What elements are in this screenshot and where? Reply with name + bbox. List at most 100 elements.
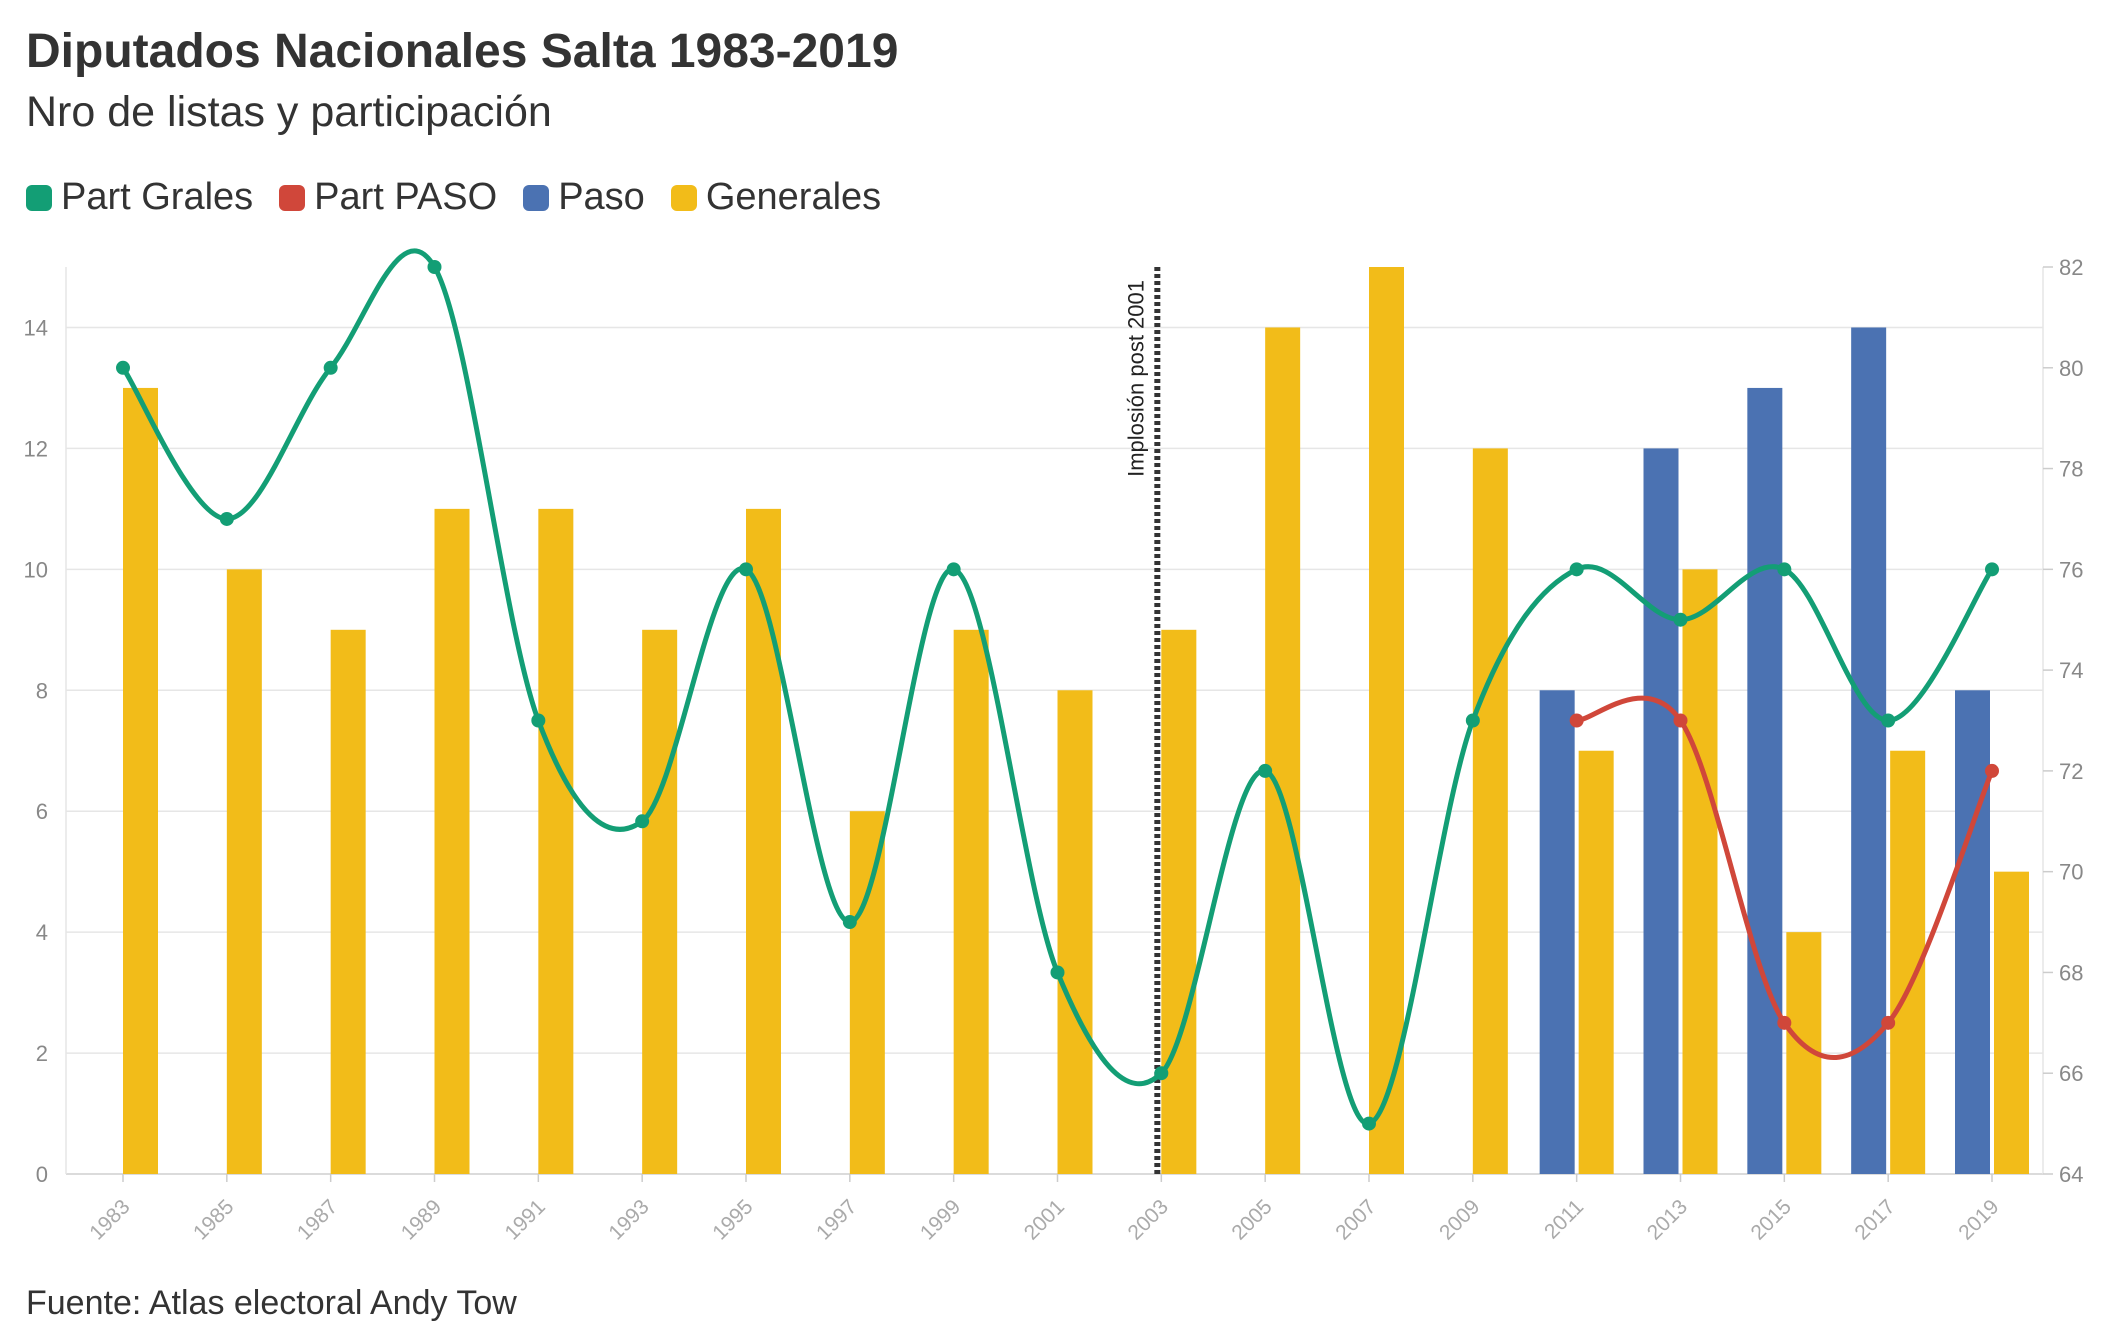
x-tick-label: 2019 <box>1954 1195 2003 1244</box>
legend: Part Grales Part PASO Paso Generales <box>26 176 907 219</box>
y-left-tick-label: 0 <box>36 1162 48 1187</box>
line-part-paso <box>1574 695 1995 1061</box>
y-left-tick-label: 14 <box>24 315 48 340</box>
x-tick-label: 1999 <box>916 1195 965 1244</box>
point-part-grales <box>1258 763 1273 778</box>
legend-swatch-part-paso <box>279 184 306 211</box>
point-part-paso <box>1673 713 1688 728</box>
bar-generales <box>1578 750 1614 1174</box>
y-left-tick-label: 4 <box>36 920 48 945</box>
x-tick-label: 2015 <box>1747 1195 1796 1244</box>
x-tick-label: 1993 <box>604 1195 653 1244</box>
point-part-grales <box>116 360 130 375</box>
point-part-paso <box>1569 713 1584 728</box>
bar-generales <box>226 569 262 1174</box>
point-part-grales <box>219 511 234 526</box>
y-left-tick-label: 10 <box>24 557 48 582</box>
line-part-grales <box>120 248 1995 1127</box>
point-part-grales <box>1050 965 1065 980</box>
legend-item-part-grales[interactable]: Part Grales <box>26 176 253 219</box>
x-tick-label: 1983 <box>85 1195 134 1244</box>
point-part-grales <box>1985 562 1999 577</box>
bar-generales <box>1682 569 1718 1174</box>
bar-generales <box>1369 267 1404 1174</box>
point-part-paso <box>1777 1015 1792 1030</box>
point-part-grales <box>635 814 650 829</box>
x-tick-label: 2011 <box>1540 1195 1588 1243</box>
bar-generales <box>953 629 989 1174</box>
bar-paso <box>1539 690 1575 1174</box>
x-tick-label: 2017 <box>1850 1195 1899 1244</box>
legend-label-part-grales: Part Grales <box>61 176 254 218</box>
point-part-grales <box>1777 562 1792 577</box>
x-tick-label: 2001 <box>1020 1195 1069 1244</box>
y-right-tick-label: 64 <box>2059 1162 2083 1187</box>
bar-generales <box>849 811 885 1174</box>
y-right-tick-label: 76 <box>2059 557 2083 582</box>
point-part-grales <box>842 915 857 930</box>
y-right-tick-label: 66 <box>2059 1061 2083 1086</box>
y-right-tick-label: 70 <box>2059 860 2083 885</box>
y-right-tick-label: 68 <box>2059 960 2083 985</box>
legend-label-part-paso: Part PASO <box>314 176 498 218</box>
point-part-grales <box>739 562 753 577</box>
y-left-tick-label: 6 <box>36 799 48 824</box>
bar-paso <box>1643 448 1679 1174</box>
point-part-grales <box>323 360 338 375</box>
bar-generales <box>746 508 781 1174</box>
annotation-label: Implosión post 2001 <box>1123 280 1148 477</box>
y-right-tick-label: 74 <box>2059 658 2083 683</box>
point-part-grales <box>1154 1066 1169 1081</box>
bar-generales <box>1472 448 1508 1174</box>
x-tick-label: 2007 <box>1331 1195 1380 1244</box>
point-part-grales <box>427 260 442 274</box>
legend-label-generales: Generales <box>705 176 882 218</box>
bar-generales <box>1994 871 2029 1174</box>
bar-generales <box>538 508 574 1174</box>
y-left-tick-label: 2 <box>36 1041 48 1066</box>
x-tick-label: 1989 <box>397 1195 446 1244</box>
legend-label-paso: Paso <box>558 176 645 218</box>
y-left-tick-label: 12 <box>24 436 48 461</box>
y-right-tick-label: 78 <box>2059 457 2083 482</box>
x-tick-label: 1995 <box>708 1195 757 1244</box>
x-tick-label: 2003 <box>1124 1195 1173 1244</box>
x-tick-label: 1991 <box>501 1195 550 1244</box>
x-tick-label: 1997 <box>812 1195 861 1244</box>
bar-paso <box>1955 690 1990 1174</box>
bar-generales <box>1161 629 1197 1174</box>
legend-item-part-paso[interactable]: Part PASO <box>279 176 497 219</box>
point-part-grales <box>946 562 961 577</box>
bar-generales <box>123 387 158 1174</box>
legend-item-generales[interactable]: Generales <box>670 176 882 219</box>
chart-subtitle: Nro de listas y participación <box>26 88 552 136</box>
legend-item-paso[interactable]: Paso <box>523 176 645 219</box>
point-part-grales <box>531 713 546 728</box>
y-right-tick-label: 82 <box>2059 255 2083 280</box>
y-right-tick-label: 72 <box>2059 759 2083 784</box>
point-part-grales <box>1569 562 1584 577</box>
point-part-paso <box>1985 763 1999 778</box>
point-part-paso <box>1881 1015 1896 1030</box>
legend-swatch-generales <box>670 184 697 211</box>
point-part-grales <box>1673 612 1688 627</box>
x-tick-label: 2005 <box>1227 1195 1276 1244</box>
point-part-grales <box>1362 1116 1376 1131</box>
bar-paso <box>1851 327 1887 1174</box>
y-left-tick-label: 8 <box>36 678 48 703</box>
source-note: Fuente: Atlas electoral Andy Tow <box>26 1284 517 1322</box>
legend-swatch-part-grales <box>26 184 52 211</box>
bar-generales <box>1057 690 1093 1174</box>
point-part-grales <box>1881 713 1896 728</box>
bar-generales <box>1265 327 1301 1174</box>
y-right-tick-label: 80 <box>2059 356 2083 381</box>
legend-swatch-paso <box>523 184 550 211</box>
chart-title: Diputados Nacionales Salta 1983-2019 <box>26 25 899 78</box>
bar-generales <box>434 508 470 1174</box>
bar-generales <box>330 629 366 1174</box>
x-tick-label: 1987 <box>293 1195 342 1244</box>
x-tick-label: 1985 <box>189 1195 238 1244</box>
x-tick-label: 2009 <box>1435 1195 1484 1244</box>
bar-paso <box>1747 387 1783 1174</box>
